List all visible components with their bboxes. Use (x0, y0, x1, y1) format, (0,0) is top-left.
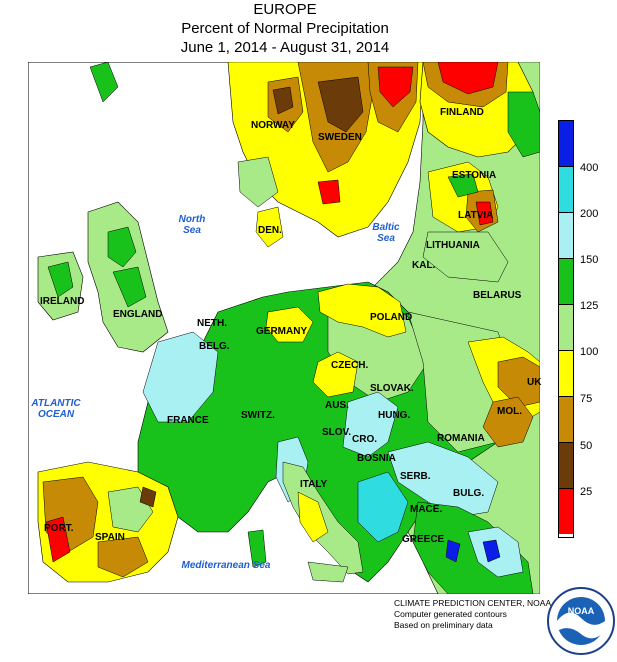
label-mace: MACE. (410, 504, 443, 515)
legend-swatch (558, 166, 574, 212)
label-spain: SPAIN (95, 532, 125, 543)
sea-atlantic-line2: OCEAN (37, 409, 75, 420)
legend-tick: 25 (580, 486, 593, 498)
legend-tick: 50 (580, 440, 593, 452)
label-slov: SLOV. (322, 427, 352, 438)
legend-swatch (558, 212, 574, 258)
label-port: PORT. (44, 523, 74, 534)
legend-colorbar (558, 120, 574, 534)
map-subtitle: Percent of Normal Precipitation (181, 20, 389, 37)
legend-swatch (558, 396, 574, 442)
label-poland: POLAND (370, 312, 413, 323)
label-aus: AUS. (325, 400, 349, 411)
label-belarus: BELARUS (473, 290, 522, 301)
label-england: ENGLAND (113, 309, 163, 320)
label-slovak: SLOVAK. (370, 383, 414, 394)
label-switz: SWITZ. (241, 410, 275, 421)
precipitation-map (28, 62, 540, 594)
sea-atlantic-line1: ATLANTIC (31, 398, 81, 409)
label-mol: MOL. (497, 406, 522, 417)
legend-tick: 125 (580, 300, 599, 312)
label-ireland: IRELAND (40, 296, 85, 307)
credit-line3: Based on preliminary data (394, 620, 493, 630)
label-estonia: ESTONIA (452, 170, 497, 181)
legend-tick: 100 (580, 346, 599, 358)
sea-baltic-line2: Sea (377, 233, 395, 244)
label-finland: FINLAND (440, 107, 484, 118)
label-czech: CZECH. (331, 360, 369, 371)
legend-tick: 150 (580, 254, 599, 266)
sea-north-line1: North (178, 214, 206, 225)
label-belg: BELG. (199, 341, 230, 352)
label-greece: GREECE (402, 534, 445, 545)
sea-atlantic: ATLANTIC OCEAN (26, 398, 86, 420)
label-lithuania: LITHUANIA (426, 240, 480, 251)
sea-mediterranean: Mediterranean Sea (181, 560, 271, 571)
legend-tick: 200 (580, 208, 599, 220)
sea-north-line2: Sea (183, 225, 201, 236)
label-sweden: SWEDEN (318, 132, 362, 143)
sea-baltic-line1: Baltic (372, 222, 400, 233)
label-latvia: LATVIA (458, 210, 494, 221)
noaa-logo: NOAA (547, 587, 615, 655)
label-uk: UK (527, 377, 542, 388)
label-cro: CRO. (352, 434, 377, 445)
map-title: EUROPE (253, 1, 317, 18)
legend-tick: 75 (580, 393, 593, 405)
label-bosnia: BOSNIA (357, 453, 396, 464)
sea-north: North Sea (172, 214, 212, 236)
legend-tick: 400 (580, 162, 599, 174)
legend-swatch (558, 488, 574, 534)
label-hung: HUNG. (378, 410, 411, 421)
label-germany: GERMANY (256, 326, 308, 337)
label-bulg: BULG. (453, 488, 485, 499)
label-serb: SERB. (400, 471, 431, 482)
legend-swatch (558, 258, 574, 304)
label-kal: KAL. (412, 260, 436, 271)
label-norway: NORWAY (251, 120, 295, 131)
legend-swatch (558, 350, 574, 396)
credit-line1: CLIMATE PREDICTION CENTER, NOAA (394, 598, 552, 608)
label-romania: ROMANIA (437, 433, 485, 444)
sea-baltic: Baltic Sea (366, 222, 406, 244)
credit-line2: Computer generated contours (394, 609, 507, 619)
label-neth: NETH. (197, 318, 227, 329)
map-date-range: June 1, 2014 - August 31, 2014 (180, 39, 390, 56)
label-den: DEN. (258, 225, 282, 236)
label-france: FRANCE (167, 415, 209, 426)
legend-swatch (558, 120, 574, 166)
label-italy: ITALY (300, 479, 328, 490)
legend-swatch (558, 442, 574, 488)
legend-swatch (558, 304, 574, 350)
noaa-logo-text: NOAA (568, 606, 595, 616)
title-block: EUROPE Percent of Normal Precipitation J… (0, 0, 570, 57)
